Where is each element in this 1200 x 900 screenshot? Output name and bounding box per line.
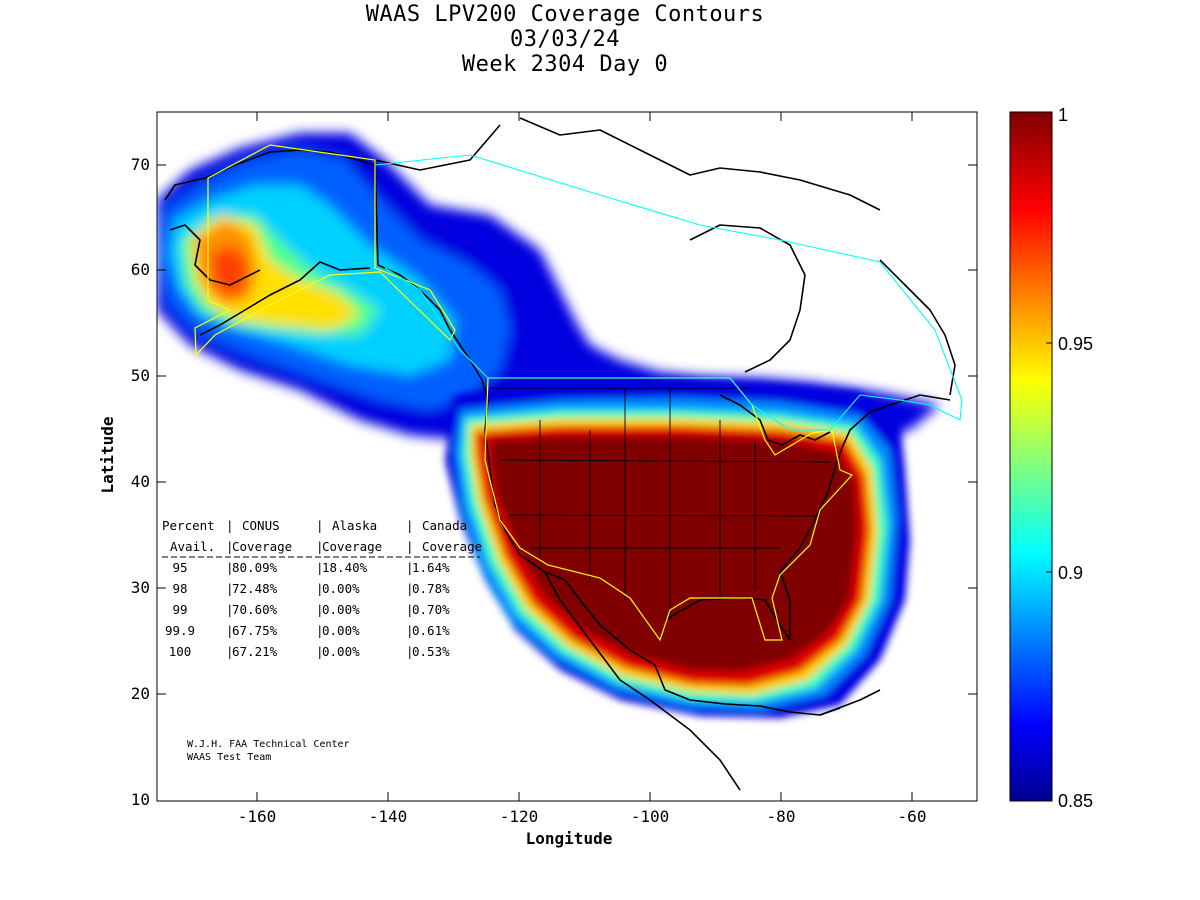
colorbar-tick-label: 1 (1058, 105, 1068, 125)
table-row: 99 70.60% 0.00% 0.70%| | | (172, 602, 450, 617)
y-axis-label: Latitude (98, 416, 117, 493)
table-row: 95 80.09% 18.40% 1.64%| | | (172, 560, 450, 575)
y-tick-label: 60 (131, 260, 150, 279)
credit-line: W.J.H. FAA Technical Center (187, 739, 350, 750)
map-week-day: Week 2304 Day 0 (461, 52, 669, 77)
coverage-table: Percent | CONUS | Alaska | Canada Avail.… (0, 518, 520, 659)
coastlines (164, 117, 956, 791)
y-tick-label: 30 (131, 578, 150, 597)
mexico-central (544, 571, 881, 791)
conus-service-boundary (484, 377, 854, 642)
table-header-row: Avail. | Coverage | Coverage | Coverage (0, 539, 520, 554)
gulf-east-coast (664, 394, 951, 641)
alaska-service-boundary (194, 144, 456, 357)
table-row: 98 72.48% 0.00% 0.78%| | | (172, 581, 450, 596)
coverage-contours (157, 117, 963, 791)
colorbar: 1 0.95 0.9 0.85 (1009, 105, 1093, 811)
colorbar-tick-label: 0.95 (1058, 334, 1093, 354)
x-tick-label: -160 (238, 807, 277, 826)
table-header-row: Percent | CONUS | Alaska | Canada (0, 518, 505, 533)
canada-service-boundary (374, 154, 963, 431)
y-ticks: 70 60 50 40 30 20 10 (131, 155, 977, 809)
great-lakes (719, 394, 831, 446)
map-date: 03/03/24 (510, 27, 620, 52)
table-row: 99.9 67.75% 0.00% 0.61%| | | (165, 623, 450, 638)
y-tick-label: 70 (131, 155, 150, 174)
y-tick-label: 20 (131, 684, 150, 703)
west-coast (449, 329, 841, 716)
state-borders (490, 387, 831, 620)
map-title: WAAS LPV200 Coverage Contours (365, 2, 765, 27)
contour-alaska-red (210, 245, 248, 298)
x-tick-label: -120 (500, 807, 539, 826)
credit-line: WAAS Test Team (187, 752, 271, 763)
colorbar-gradient (1009, 111, 1053, 802)
x-ticks: -160 -140 -120 -100 -80 -60 (238, 112, 927, 826)
x-tick-label: -80 (767, 807, 796, 826)
table-row: 100 67.21% 0.00% 0.53%| | | (169, 644, 450, 659)
y-tick-label: 40 (131, 472, 150, 491)
y-tick-label: 10 (131, 790, 150, 809)
colorbar-tick-label: 0.85 (1058, 791, 1093, 811)
x-tick-label: -100 (631, 807, 670, 826)
x-tick-label: -60 (898, 807, 927, 826)
x-tick-label: -140 (369, 807, 408, 826)
contour-conus-max (490, 436, 858, 672)
y-tick-label: 50 (131, 366, 150, 385)
canada-north (374, 117, 956, 396)
colorbar-tick-label: 0.9 (1058, 563, 1083, 583)
x-axis-label: Longitude (526, 829, 613, 848)
